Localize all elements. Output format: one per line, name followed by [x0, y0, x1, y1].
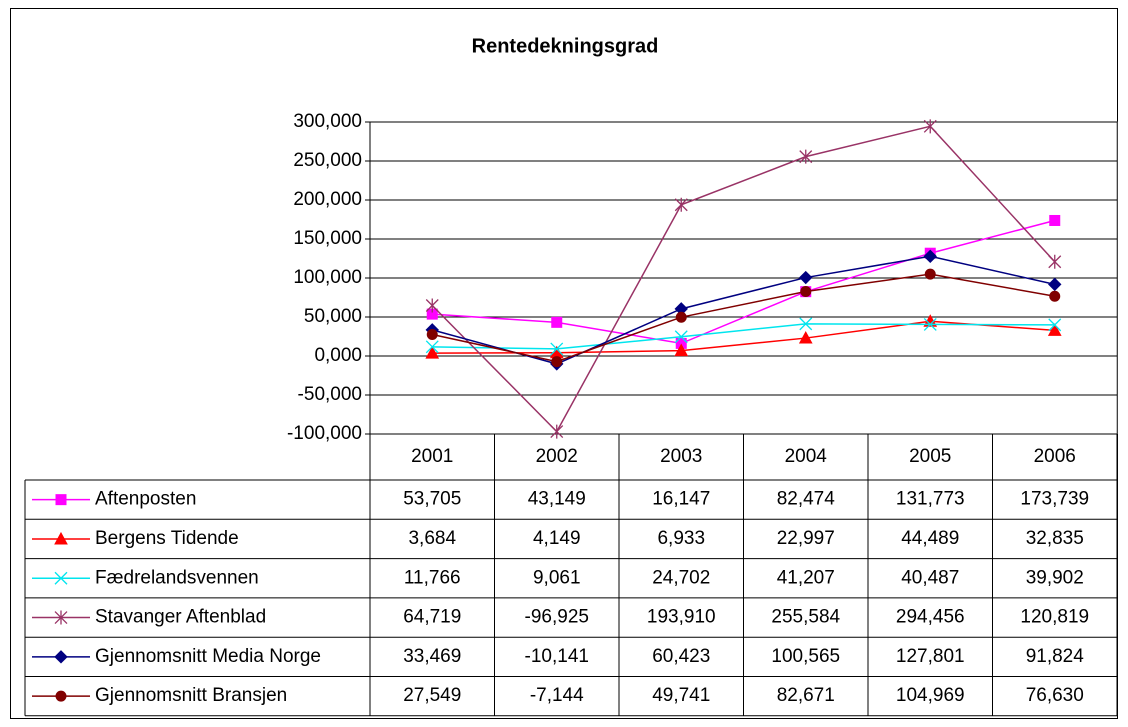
- table-cell: 41,207: [777, 567, 835, 588]
- marker: [550, 424, 564, 439]
- marker: [798, 331, 813, 344]
- marker: [425, 340, 439, 354]
- y-tick-label: 300,000: [293, 111, 362, 132]
- table-cell: 173,739: [1020, 489, 1089, 510]
- marker: [1048, 277, 1062, 292]
- table-cell: -10,141: [525, 646, 589, 667]
- table-cell: 255,584: [771, 607, 840, 628]
- legend-label: Fædrelandsvennen: [95, 567, 259, 588]
- table-cell: 4,149: [533, 528, 581, 549]
- marker: [54, 610, 68, 625]
- table-cell: 294,456: [896, 607, 965, 628]
- marker: [923, 119, 937, 134]
- table-cell: 3,684: [408, 528, 456, 549]
- table-cell: 53,705: [403, 489, 461, 510]
- table-cell: -96,925: [525, 607, 589, 628]
- series-line: [432, 273, 1055, 363]
- table-cell: 27,549: [403, 685, 461, 706]
- legend-label: Stavanger Aftenblad: [95, 607, 266, 628]
- marker: [55, 494, 67, 506]
- table-cell: 193,910: [647, 607, 716, 628]
- table-cell: 100,565: [771, 646, 840, 667]
- marker: [54, 531, 68, 545]
- y-tick-label: 50,000: [304, 306, 362, 327]
- marker: [923, 317, 937, 331]
- marker: [674, 197, 688, 212]
- table-cell: 44,489: [901, 528, 959, 549]
- table-cell: 60,423: [652, 646, 710, 667]
- marker: [55, 690, 67, 702]
- series-line: [431, 125, 1056, 433]
- marker: [426, 329, 438, 341]
- table-cell: 40,487: [901, 567, 959, 588]
- marker: [425, 346, 440, 359]
- marker: [1049, 214, 1061, 226]
- x-tick-label: 2001: [411, 446, 453, 467]
- marker: [425, 298, 439, 313]
- table-cell: 43,149: [528, 489, 586, 510]
- table-cell: 9,061: [533, 567, 581, 588]
- table-cell: 131,773: [896, 489, 965, 510]
- marker: [551, 316, 563, 328]
- table-cell: 11,766: [404, 567, 461, 588]
- table-cell: 127,801: [896, 646, 965, 667]
- table-cell: 39,902: [1026, 567, 1084, 588]
- legend-label: Gjennomsnitt Media Norge: [95, 646, 321, 667]
- table-cell: 82,671: [777, 685, 835, 706]
- marker: [800, 286, 812, 298]
- marker: [923, 249, 937, 264]
- x-tick-label: 2005: [909, 446, 951, 467]
- series-line: [432, 255, 1055, 365]
- marker: [799, 149, 813, 164]
- legend-label: Bergens Tidende: [95, 528, 239, 549]
- y-tick-label: 100,000: [293, 267, 362, 288]
- table-cell: 104,969: [896, 685, 965, 706]
- table-cell: 32,835: [1026, 528, 1084, 549]
- legend-label: Gjennomsnitt Bransjen: [95, 685, 287, 706]
- marker: [550, 342, 564, 356]
- table-cell: 91,824: [1026, 646, 1085, 667]
- marker: [54, 571, 68, 585]
- marker: [675, 311, 687, 323]
- marker: [674, 343, 689, 357]
- marker: [924, 268, 936, 280]
- series-line: [432, 219, 1055, 345]
- table-cell: -7,144: [530, 685, 584, 706]
- table-cell: 120,819: [1020, 607, 1089, 628]
- legend-label: Aftenposten: [95, 489, 196, 510]
- marker: [1049, 290, 1061, 302]
- x-tick-label: 2004: [785, 446, 828, 467]
- marker: [1048, 254, 1062, 269]
- x-tick-label: 2002: [536, 446, 578, 467]
- x-tick-label: 2003: [660, 446, 702, 467]
- series-line: [432, 320, 1055, 354]
- y-tick-label: 200,000: [293, 189, 362, 210]
- table-cell: 16,147: [652, 489, 710, 510]
- marker: [1048, 318, 1062, 332]
- marker: [799, 317, 813, 331]
- y-tick-label: 250,000: [293, 150, 362, 171]
- table-cell: 82,474: [777, 489, 836, 510]
- table-cell: 49,741: [652, 685, 710, 706]
- y-tick-label: -50,000: [298, 384, 362, 405]
- marker: [54, 650, 68, 664]
- marker: [799, 270, 813, 285]
- table-cell: 6,933: [657, 528, 705, 549]
- table-cell: 33,469: [403, 646, 461, 667]
- marker: [551, 356, 563, 368]
- table-cell: 76,630: [1026, 685, 1084, 706]
- y-tick-label: 150,000: [293, 228, 362, 249]
- x-tick-label: 2006: [1034, 446, 1076, 467]
- table-cell: 22,997: [777, 528, 835, 549]
- y-tick-label: 0,000: [314, 345, 362, 366]
- table-cell: 64,719: [403, 607, 461, 628]
- chart-title: Rentedekningsgrad: [472, 35, 659, 57]
- marker: [674, 330, 688, 344]
- series-line: [432, 323, 1055, 350]
- y-tick-label: -100,000: [287, 423, 362, 444]
- marker: [1047, 323, 1062, 336]
- table-cell: 24,702: [652, 567, 710, 588]
